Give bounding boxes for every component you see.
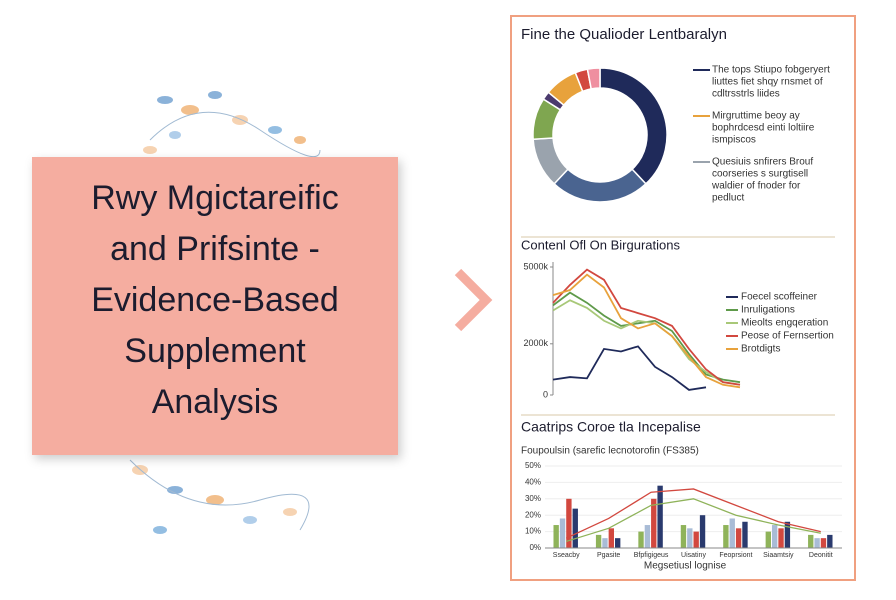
bar [608,528,615,548]
legend-text: Mirgruttime beoy ay [712,111,800,122]
bar [680,525,687,548]
bar [699,515,706,548]
legend-text: liuttes fiet shqy rnsmet of [712,77,823,88]
line-series [565,488,821,539]
title-card [32,157,398,455]
line-series [566,498,821,543]
line-series [552,273,741,389]
bar [778,528,784,548]
bar [723,525,729,548]
bar [765,531,771,548]
bar [602,538,608,548]
bar [808,534,814,548]
x-tick-label: Deonitit [809,552,833,559]
bar [687,528,693,548]
y-tick-label: 0 [543,389,548,399]
report-panel [510,15,856,581]
x-tick-label: Pgasite [597,552,620,559]
bar [820,538,827,548]
legend-text: Foecel scoffeiner [741,292,818,303]
y-tick-label: 5000k [523,261,548,271]
y-tick-label: 30% [525,494,541,503]
y-tick-label: 50% [525,461,541,470]
bar [615,538,621,548]
card-title-line: Evidence-Based [91,281,339,319]
y-tick-label: 40% [525,478,541,487]
legend-text: waldier of fnoder for [711,181,801,192]
x-tick-label: Siaamtsiy [763,552,794,559]
bar [644,525,651,548]
line-series [552,345,707,391]
bar [814,538,820,548]
legend-text: coorseries s surgtisell [712,169,808,180]
bar [771,525,778,548]
y-tick-label: 0% [529,543,541,552]
line-series [552,299,741,386]
legend-text: bophrdcesd einti loltiire [712,123,815,134]
legend-text: cdltrsstrls liides [712,89,780,100]
legend-text: Brotdigts [741,344,780,355]
legend-text: ismpiscos [712,135,756,146]
bar [572,508,578,548]
bar [657,485,663,548]
bar [566,498,572,548]
legend-text: The tops Stiupo fobgeryert [712,65,830,76]
bar [729,518,735,548]
bar [693,531,699,548]
bar [638,531,644,548]
donut-segment [586,67,601,90]
x-tick-label: Sseacby [553,552,580,559]
bar [553,525,559,548]
line-series [552,268,741,386]
bar [559,518,566,548]
x-tick-label: Feoprsiont [719,552,752,559]
bar [784,521,791,548]
legend-text: Peose of Fernsertion [741,331,834,342]
x-axis-label: Megsetiusl lognise [644,561,727,572]
bar [595,534,602,548]
y-tick-label: 10% [525,527,541,536]
chart-title: Caatrips Coroe tla Incepalise [521,419,701,435]
arrow [454,268,493,332]
card-title-line: and Prifsinte - [110,230,320,268]
legend-text: pedluct [712,193,744,204]
y-tick-label: 2000k [523,338,548,348]
chart-title: Contenl Ofl On Birgurations [521,237,680,252]
bar [735,528,742,548]
y-tick-label: 20% [525,510,541,519]
chart-subtitle: Foupoulsin (sarefic lecnotorofin (FS385) [521,446,699,457]
bar [742,521,748,548]
bar [651,498,657,548]
card-title-line: Supplement [124,332,306,370]
x-tick-label: Uisatiny [681,552,706,559]
legend-text: Quesiuis snfirers Brouf [712,157,813,168]
x-tick-label: Bfpfigigeus [634,552,669,559]
card-title-line: Rwy Mgictareific [91,179,338,217]
legend-text: Inruligations [741,305,795,316]
card-title-line: Analysis [152,383,279,421]
bar [827,534,833,548]
legend-text: Mieolts engqeration [741,318,828,329]
floral-decoration [129,91,321,534]
report-title: Fine the Qualioder Lentbaralyn [521,26,727,43]
